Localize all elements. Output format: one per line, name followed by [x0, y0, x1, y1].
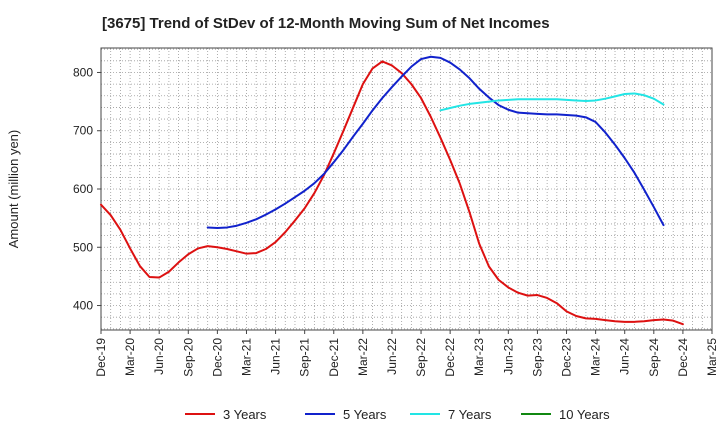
y-tick-label: 500	[73, 240, 93, 254]
y-tick-label: 400	[73, 299, 93, 313]
y-tick-label: 700	[73, 124, 93, 138]
legend-label-10-years: 10 Years	[559, 407, 610, 422]
x-tick-label: Mar-20	[123, 338, 137, 376]
x-tick-label: Jun-21	[269, 338, 283, 375]
x-tick-label: Dec-23	[560, 338, 574, 377]
x-tick-label: Mar-21	[239, 338, 253, 376]
x-tick-label: Jun-23	[501, 338, 515, 375]
x-tick-label: Dec-24	[676, 338, 690, 377]
grid	[101, 48, 712, 330]
series-line-7-years	[439, 92, 665, 112]
x-tick-label: Mar-23	[472, 338, 486, 376]
x-tick-label: Dec-21	[327, 338, 341, 377]
x-tick-label: Dec-20	[210, 338, 224, 377]
chart-title: [3675] Trend of StDev of 12-Month Moving…	[102, 15, 550, 32]
series-line-5-years	[206, 55, 665, 230]
y-tick-label: 600	[73, 182, 93, 196]
y-axis-label: Amount (million yen)	[6, 130, 21, 249]
series-line-3-years	[100, 60, 684, 326]
legend-label-5-years: 5 Years	[343, 407, 387, 422]
x-tick-label: Sep-24	[647, 338, 661, 377]
x-tick-label: Sep-20	[181, 338, 195, 377]
x-tick-label: Jun-22	[385, 338, 399, 375]
legend: 3 Years 5 Years 7 Years 10 Years	[185, 407, 610, 422]
x-axis-ticks: Dec-19 Mar-20 Jun-20 Sep-20 Dec-20 Mar-21 Jun-…	[94, 330, 719, 377]
series-lines	[100, 55, 684, 326]
legend-label-3-years: 3 Years	[223, 407, 267, 422]
x-tick-label: Sep-21	[298, 338, 312, 377]
y-tick-label: 800	[73, 65, 93, 79]
x-tick-label: Jun-24	[618, 338, 632, 375]
y-axis-ticks: 400 500 600 700 800	[73, 65, 101, 313]
x-tick-label: Sep-22	[414, 338, 428, 377]
x-tick-label: Mar-24	[589, 338, 603, 376]
x-tick-label: Jun-20	[152, 338, 166, 375]
x-tick-label: Mar-22	[356, 338, 370, 376]
legend-label-7-years: 7 Years	[448, 407, 492, 422]
x-tick-label: Mar-25	[705, 338, 719, 376]
x-tick-label: Dec-19	[94, 338, 108, 377]
x-tick-label: Sep-23	[530, 338, 544, 377]
x-tick-label: Dec-22	[443, 338, 457, 377]
